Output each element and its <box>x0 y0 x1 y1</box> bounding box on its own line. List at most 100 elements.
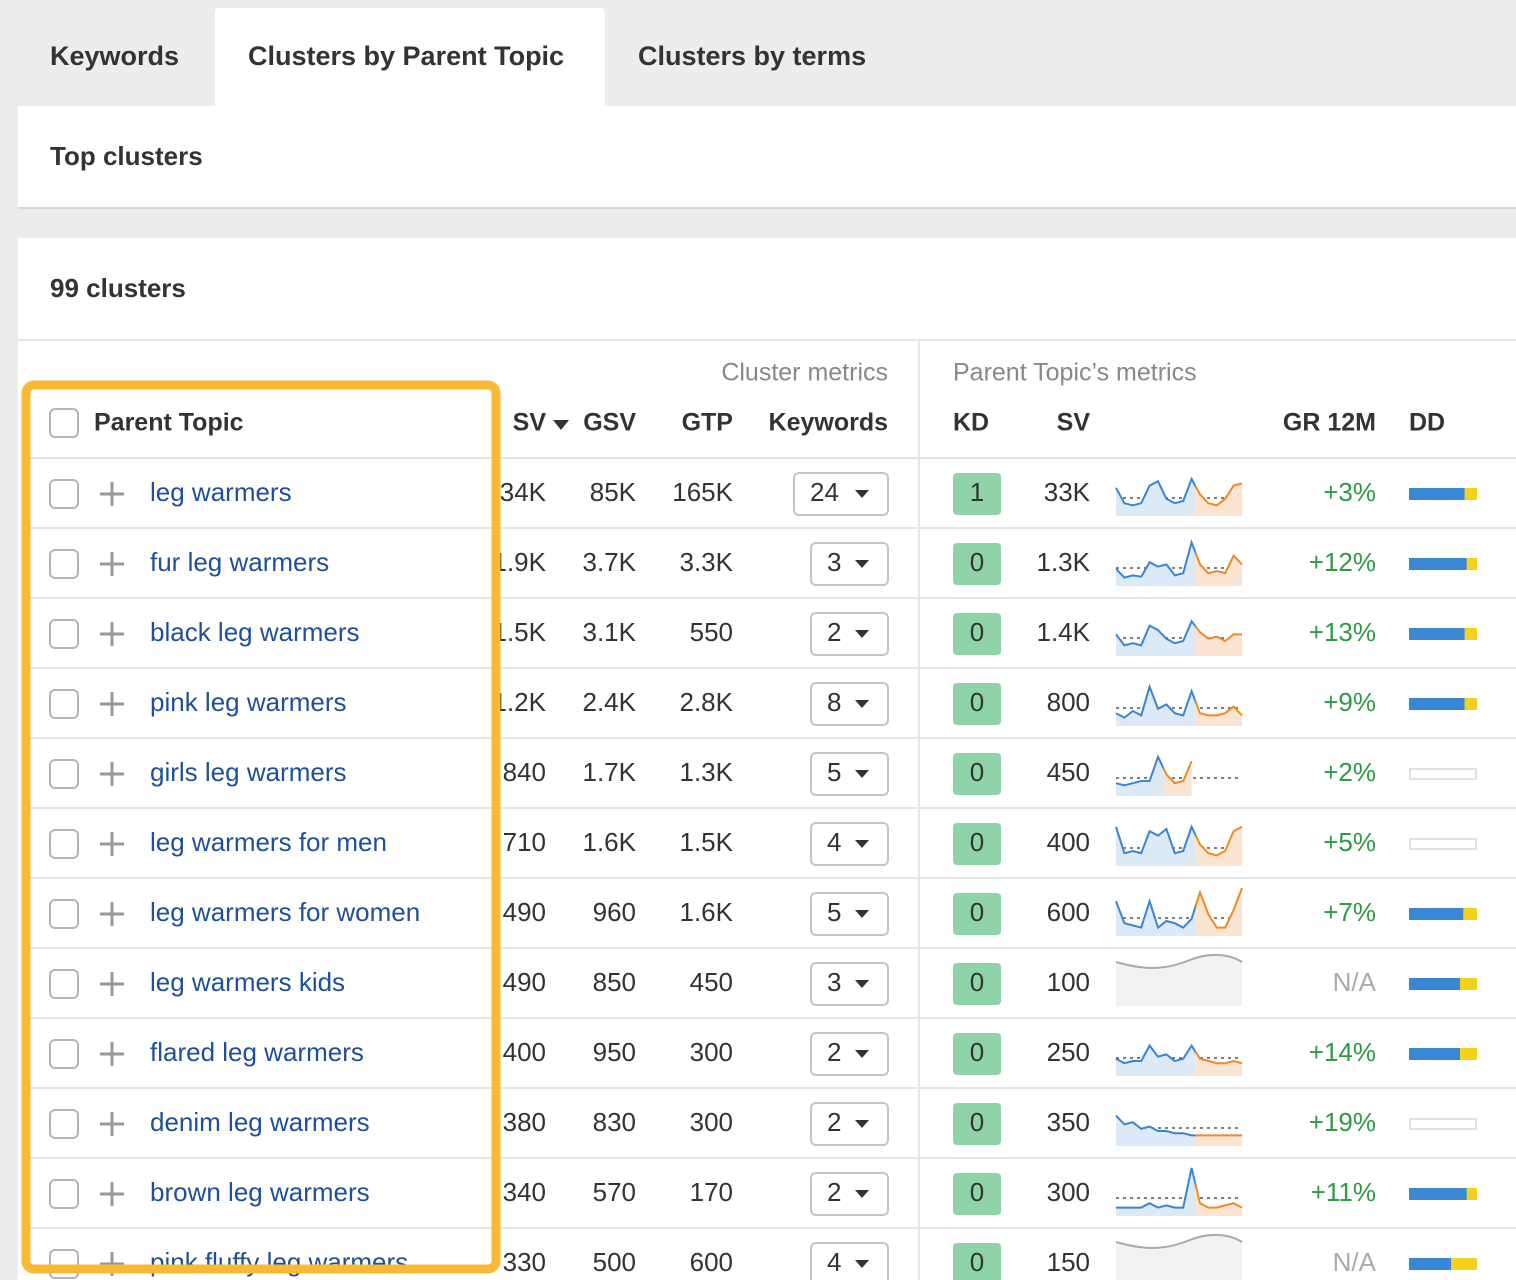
top-clusters-panel <box>18 106 1516 208</box>
column-header[interactable]: KD <box>953 409 989 437</box>
tab[interactable]: Clusters by terms <box>638 41 866 71</box>
column-header[interactable]: Parent Topic <box>94 409 244 437</box>
kd: 0 <box>970 827 984 857</box>
keywords-dropdown[interactable] <box>810 1172 889 1216</box>
gtp: 1.6K <box>680 897 734 927</box>
checkbox[interactable] <box>49 408 79 438</box>
sv: 840 <box>503 757 546 787</box>
sparkline-area <box>1116 1168 1242 1216</box>
topic-link[interactable]: flared leg warmers <box>150 1037 364 1067</box>
keywords-count: 2 <box>827 1037 841 1067</box>
checkbox[interactable] <box>49 829 79 859</box>
checkbox[interactable] <box>49 479 79 509</box>
column-header[interactable]: SV <box>1057 409 1091 437</box>
topic-link[interactable]: black leg warmers <box>150 617 360 647</box>
topic-link[interactable]: pink leg warmers <box>150 687 347 717</box>
expand-button[interactable] <box>100 832 124 856</box>
tab[interactable]: Clusters by Parent Topic <box>248 41 564 71</box>
active-tab[interactable] <box>215 8 605 108</box>
checkbox[interactable] <box>49 1179 79 1209</box>
tab[interactable]: Keywords <box>50 41 179 71</box>
checkbox[interactable] <box>49 619 79 649</box>
keywords-dropdown[interactable] <box>793 472 889 516</box>
column-header[interactable]: GR 12M <box>1283 409 1376 437</box>
keywords-dropdown[interactable] <box>810 1242 889 1280</box>
sv: 34K <box>500 477 547 507</box>
topic-link[interactable]: leg warmers <box>150 477 292 507</box>
dd-yellow <box>1466 558 1477 570</box>
column-header[interactable]: SV <box>513 409 547 437</box>
expand-button[interactable] <box>100 762 124 786</box>
gtp: 300 <box>690 1107 733 1137</box>
expand-button[interactable] <box>100 552 124 576</box>
column-header[interactable]: DD <box>1409 409 1445 437</box>
keywords-dropdown[interactable] <box>810 1102 889 1146</box>
checkbox[interactable] <box>49 1039 79 1069</box>
keywords-dropdown[interactable] <box>810 542 889 586</box>
kd: 0 <box>970 1247 984 1277</box>
checkbox[interactable] <box>49 549 79 579</box>
keywords-dropdown[interactable] <box>810 822 889 866</box>
keywords-dropdown[interactable] <box>810 612 889 656</box>
kd: 0 <box>970 897 984 927</box>
sv: 1.5K <box>493 617 547 647</box>
checkbox[interactable] <box>49 759 79 789</box>
expand-button[interactable] <box>100 482 124 506</box>
topic-link[interactable]: denim leg warmers <box>150 1107 370 1137</box>
keywords-count: 8 <box>827 687 841 717</box>
gtp: 3.3K <box>680 547 734 577</box>
keywords-dropdown[interactable] <box>810 752 889 796</box>
kd: 0 <box>970 1177 984 1207</box>
keywords-dropdown[interactable] <box>810 1032 889 1076</box>
expand-button[interactable] <box>100 1112 124 1136</box>
checkbox[interactable] <box>49 689 79 719</box>
gtp: 165K <box>672 477 733 507</box>
highlight-box <box>21 380 501 1274</box>
checkbox[interactable] <box>49 969 79 999</box>
expand-button[interactable] <box>100 1042 124 1066</box>
kd-badge <box>953 893 1001 935</box>
keywords-count: 2 <box>827 1177 841 1207</box>
dropdown-arrow <box>855 770 869 778</box>
sv: 490 <box>503 967 546 997</box>
pt-sv: 1.3K <box>1037 547 1091 577</box>
topic-link[interactable]: fur leg warmers <box>150 547 329 577</box>
sv: 710 <box>503 827 546 857</box>
expand-button[interactable] <box>100 972 124 996</box>
kd-badge <box>953 963 1001 1005</box>
expand-button[interactable] <box>100 622 124 646</box>
sparkline-area <box>1116 826 1242 866</box>
topic-link[interactable]: brown leg warmers <box>150 1177 370 1207</box>
checkbox[interactable] <box>49 899 79 929</box>
dd-empty <box>1409 1118 1477 1130</box>
kd: 0 <box>970 547 984 577</box>
topic-link[interactable]: leg warmers for women <box>150 897 420 927</box>
topic-link[interactable]: girls leg warmers <box>150 757 347 787</box>
checkbox[interactable] <box>49 1109 79 1139</box>
gtp: 170 <box>690 1177 733 1207</box>
pt-sv: 100 <box>1047 967 1090 997</box>
column-header[interactable]: Keywords <box>769 409 888 437</box>
dd-yellow <box>1463 908 1477 920</box>
topic-link[interactable]: leg warmers for men <box>150 827 387 857</box>
keywords-count: 4 <box>827 827 841 857</box>
dd-yellow <box>1464 628 1477 640</box>
sparkline <box>1115 1043 1243 1065</box>
keywords-dropdown[interactable] <box>810 682 889 726</box>
group-header: Cluster metrics <box>721 359 888 387</box>
sparkline <box>1115 476 1243 507</box>
expand-button[interactable] <box>100 692 124 716</box>
kd: 0 <box>970 1107 984 1137</box>
checkbox[interactable] <box>49 1249 79 1279</box>
keywords-dropdown[interactable] <box>810 962 889 1006</box>
growth: +7% <box>1323 897 1376 927</box>
keywords-dropdown[interactable] <box>810 892 889 936</box>
kd-badge <box>953 683 1001 725</box>
topic-link[interactable]: leg warmers kids <box>150 967 345 997</box>
expand-button[interactable] <box>100 1182 124 1206</box>
column-header[interactable]: GSV <box>583 409 636 437</box>
column-header[interactable]: GTP <box>682 409 733 437</box>
dd-empty <box>1409 838 1477 850</box>
expand-button[interactable] <box>100 902 124 926</box>
